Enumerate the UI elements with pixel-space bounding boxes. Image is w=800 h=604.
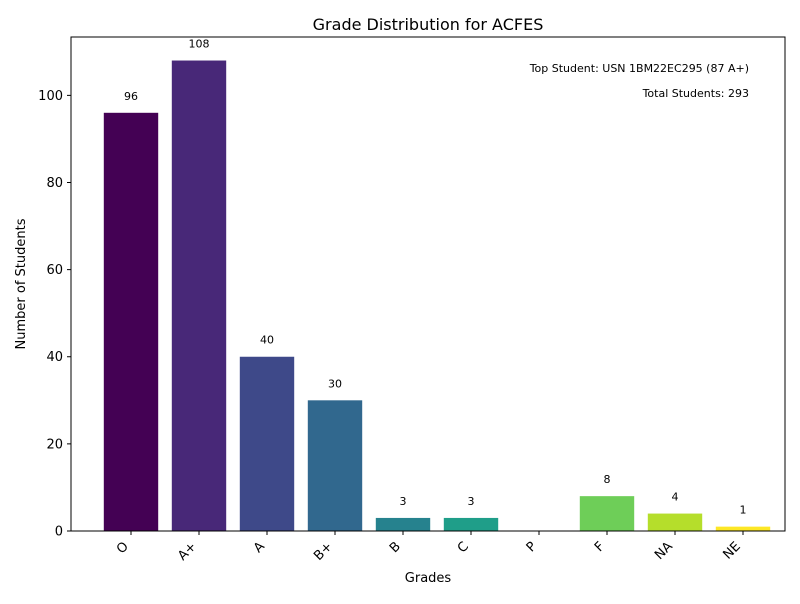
bar-value-label: 1: [740, 504, 747, 517]
x-tick-label: A: [251, 539, 268, 556]
bar-value-label: 40: [260, 334, 274, 347]
x-tick-label: B: [387, 539, 404, 556]
y-tick-label: 60: [46, 263, 63, 278]
bar-b: [375, 517, 431, 531]
x-tick-label: NA: [652, 539, 676, 563]
bar-na: [647, 513, 703, 531]
y-tick-label: 80: [46, 176, 63, 191]
bar-a-plus: [171, 60, 227, 532]
x-axis-label: Grades: [405, 571, 452, 586]
bar-value-label: 8: [604, 473, 611, 486]
bar-a: [239, 356, 295, 531]
bar-f: [579, 496, 635, 531]
data-labels-layer: 96 108 40 30 3 3 8 4 1: [124, 38, 747, 517]
total-students-annotation: Total Students: 293: [642, 87, 749, 100]
x-tick-label: B+: [311, 539, 336, 564]
x-tick-label: NE: [721, 539, 744, 562]
y-axis-label: Number of Students: [14, 218, 29, 349]
y-tick-label: 20: [46, 437, 63, 452]
x-tick-label: O: [114, 539, 132, 557]
bar-b-plus: [307, 400, 363, 531]
bars-layer: [103, 60, 771, 532]
bar-value-label: 30: [328, 377, 342, 390]
bar-value-label: 4: [672, 491, 679, 504]
bar-ne: [715, 526, 771, 531]
bar-value-label: 3: [400, 495, 407, 508]
y-tick-label: 40: [46, 350, 63, 365]
bar-value-label: 96: [124, 90, 138, 103]
bar-value-label: 108: [189, 38, 210, 51]
y-axis: 0 20 40 60 80 100: [38, 89, 71, 540]
bar-o: [103, 112, 159, 531]
x-tick-label: F: [592, 539, 608, 555]
y-tick-label: 100: [38, 89, 63, 104]
bar-value-label: 3: [468, 495, 475, 508]
top-student-annotation: Top Student: USN 1BM22EC295 (87 A+): [529, 62, 749, 75]
bar-c: [443, 517, 499, 531]
x-tick-label: P: [524, 539, 540, 555]
y-tick-label: 0: [55, 525, 63, 540]
chart-title: Grade Distribution for ACFES: [313, 15, 544, 34]
x-tick-label: C: [455, 539, 472, 556]
x-tick-label: A+: [175, 539, 200, 564]
x-axis: O A+ A B+ B C P F NA NE: [114, 531, 744, 564]
plot-frame: [70, 36, 786, 532]
